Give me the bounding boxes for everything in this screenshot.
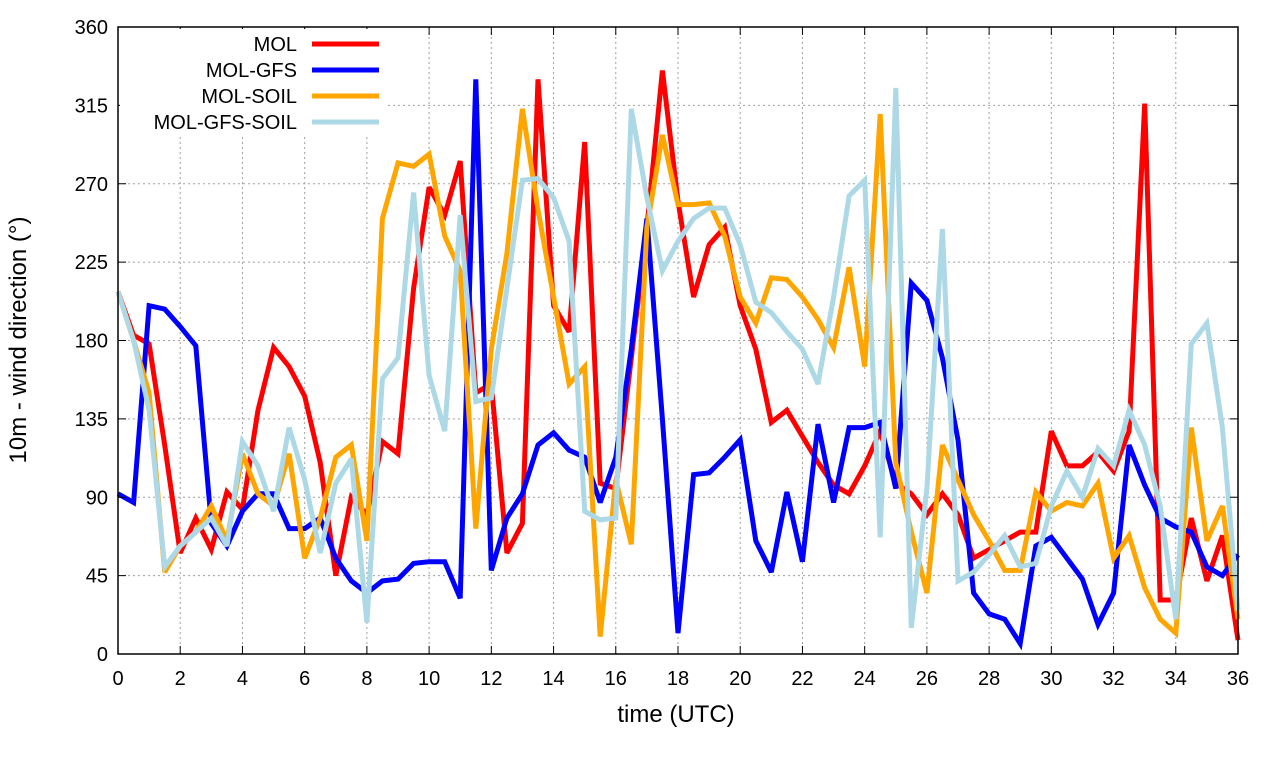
y-tick-label: 45 (86, 566, 108, 588)
legend: MOL MOL-GFS MOL-SOIL MOL-GFS-SOIL (120, 29, 385, 135)
x-tick-label: 30 (1040, 668, 1062, 690)
x-tick-label: 0 (112, 668, 123, 690)
x-tick-label: 16 (605, 668, 627, 690)
x-tick-label: 28 (978, 668, 1000, 690)
x-tick-label: 6 (299, 668, 310, 690)
x-tick-label: 18 (667, 668, 689, 690)
x-tick-label: 22 (791, 668, 813, 690)
legend-label: MOL-GFS-SOIL (154, 112, 297, 134)
legend-background (120, 29, 385, 135)
y-tick-label: 90 (86, 487, 108, 509)
x-tick-label: 20 (729, 668, 751, 690)
x-tick-label: 8 (361, 668, 372, 690)
series-line-mol-gfs (116, 79, 1241, 651)
x-tick-label: 2 (175, 668, 186, 690)
legend-label: MOL-SOIL (201, 86, 297, 108)
x-tick-label: 4 (237, 668, 248, 690)
series-line-mol (115, 70, 1241, 641)
y-tick-label: 0 (97, 644, 108, 666)
series-line-mol-gfs-soil (115, 87, 1241, 629)
x-tick-label: 36 (1227, 668, 1249, 690)
x-tick-label: 26 (916, 668, 938, 690)
y-tick-label: 315 (75, 95, 108, 117)
y-tick-label: 135 (75, 409, 108, 431)
y-tick-label: 180 (75, 331, 108, 353)
x-tick-label: 10 (418, 668, 440, 690)
x-tick-label: 12 (480, 668, 502, 690)
x-tick-label: 34 (1165, 668, 1187, 690)
x-tick-label: 14 (542, 668, 564, 690)
x-tick-label: 32 (1102, 668, 1124, 690)
legend-label: MOL-GFS (206, 60, 297, 82)
y-tick-label: 270 (75, 174, 108, 196)
y-tick-label: 360 (75, 17, 108, 39)
series-lines (115, 70, 1241, 651)
x-tick-label: 24 (854, 668, 876, 690)
y-tick-label: 225 (75, 252, 108, 274)
y-axis-label: 10m - wind direction (°) (5, 216, 32, 463)
x-axis-label: time (UTC) (617, 701, 734, 728)
legend-label: MOL (254, 34, 297, 56)
